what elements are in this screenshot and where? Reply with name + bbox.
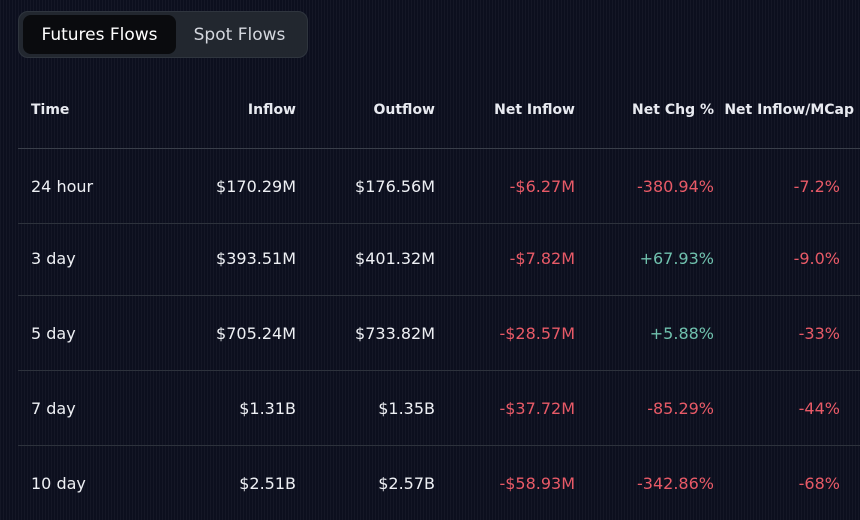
table-header: Time Inflow Outflow Net Inflow Net Chg %… bbox=[18, 72, 860, 149]
cell-net-chg: +5.88% bbox=[649, 323, 714, 343]
cell-time: 24 hour bbox=[31, 176, 94, 196]
cell-time: 5 day bbox=[31, 323, 76, 343]
cell-net-inflow-mcap: -9.0% bbox=[793, 248, 840, 268]
cell-net-inflow: -$28.57M bbox=[499, 323, 575, 343]
flows-tab-switcher: Futures Flows Spot Flows bbox=[18, 11, 308, 58]
cell-time: 7 day bbox=[31, 398, 76, 418]
cell-net-chg: -342.86% bbox=[637, 474, 714, 493]
cell-outflow: $733.82M bbox=[355, 323, 435, 343]
cell-outflow: $401.32M bbox=[355, 248, 435, 268]
header-time: Time bbox=[31, 102, 70, 118]
table-row: 3 day $393.51M $401.32M -$7.82M +67.93% … bbox=[18, 221, 860, 296]
table-row: 24 hour $170.29M $176.56M -$6.27M -380.9… bbox=[18, 149, 860, 224]
table-row: 5 day $705.24M $733.82M -$28.57M +5.88% … bbox=[18, 296, 860, 371]
cell-time: 3 day bbox=[31, 248, 76, 268]
header-net-inflow-mcap: Net Inflow/MCap bbox=[724, 102, 854, 118]
header-outflow: Outflow bbox=[373, 102, 436, 118]
cell-net-inflow-mcap: -68% bbox=[798, 474, 840, 493]
cell-net-chg: -380.94% bbox=[637, 176, 714, 196]
tab-spot-flows[interactable]: Spot Flows bbox=[193, 24, 286, 45]
cell-inflow: $705.24M bbox=[216, 323, 296, 343]
cell-inflow: $170.29M bbox=[216, 176, 296, 196]
cell-net-chg: -85.29% bbox=[647, 398, 714, 418]
cell-outflow: $2.57B bbox=[378, 474, 435, 493]
cell-inflow: $1.31B bbox=[239, 398, 296, 418]
cell-net-chg: +67.93% bbox=[639, 248, 714, 268]
cell-outflow: $176.56M bbox=[355, 176, 435, 196]
tab-futures-flows[interactable]: Futures Flows bbox=[23, 15, 176, 54]
cell-net-inflow-mcap: -7.2% bbox=[793, 176, 840, 196]
table-row: 7 day $1.31B $1.35B -$37.72M -85.29% -44… bbox=[18, 371, 860, 446]
cell-net-inflow-mcap: -33% bbox=[798, 323, 840, 343]
cell-inflow: $393.51M bbox=[216, 248, 296, 268]
cell-net-inflow: -$6.27M bbox=[509, 176, 575, 196]
cell-net-inflow: -$37.72M bbox=[499, 398, 575, 418]
flows-table: Time Inflow Outflow Net Inflow Net Chg %… bbox=[18, 72, 860, 520]
cell-net-inflow: -$7.82M bbox=[509, 248, 575, 268]
table-row: 10 day $2.51B $2.57B -$58.93M -342.86% -… bbox=[18, 446, 860, 520]
header-net-inflow: Net Inflow bbox=[494, 102, 575, 118]
cell-inflow: $2.51B bbox=[239, 474, 296, 493]
cell-outflow: $1.35B bbox=[378, 398, 435, 418]
cell-net-inflow-mcap: -44% bbox=[798, 398, 840, 418]
cell-net-inflow: -$58.93M bbox=[499, 474, 575, 493]
header-net-chg: Net Chg % bbox=[632, 102, 714, 118]
cell-time: 10 day bbox=[31, 474, 86, 493]
header-inflow: Inflow bbox=[247, 102, 296, 118]
